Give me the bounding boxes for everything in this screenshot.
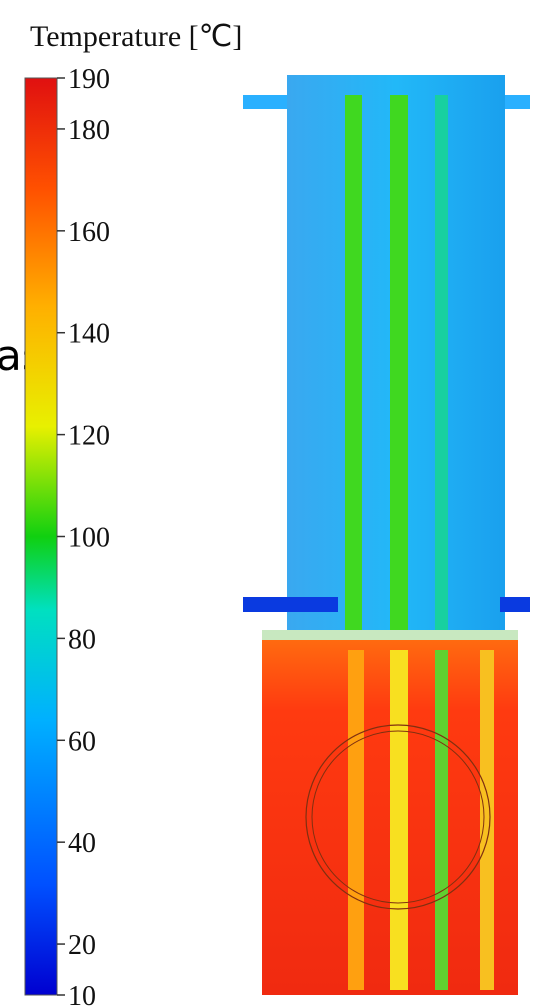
tick-label: 100 [68, 523, 110, 554]
chart-title: Temperature [℃] [30, 20, 242, 53]
tick-label: 60 [68, 726, 96, 757]
tick-label: 160 [68, 217, 110, 248]
tick-label: 10 [68, 981, 96, 1006]
tick-label: 180 [68, 115, 110, 146]
colorbar [24, 77, 58, 996]
heat-exchanger [243, 75, 530, 995]
tick-label: 80 [68, 624, 96, 655]
tick-label: 40 [68, 828, 96, 859]
tick-label: 140 [68, 319, 110, 350]
tick-label: 190 [68, 64, 110, 95]
tick-label: 120 [68, 421, 110, 452]
tick-label: 20 [68, 930, 96, 961]
